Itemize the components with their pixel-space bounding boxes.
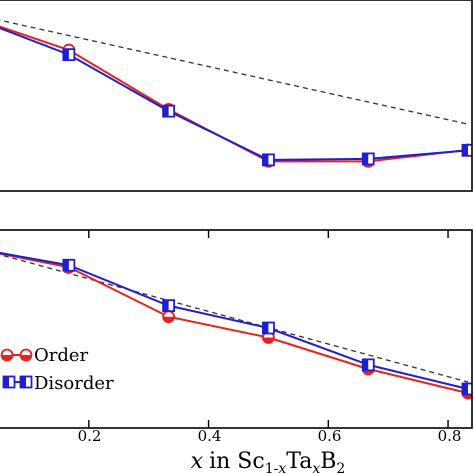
plot-area <box>0 19 472 168</box>
legend-marker-disorder-left <box>2 375 16 389</box>
legend-marker-order-right <box>19 348 33 362</box>
point-disorder-5 <box>461 143 472 157</box>
x-tick-labels: 0.2 0.4 0.6 0.8 <box>78 427 462 445</box>
x-tick-label-1: 0.4 <box>198 427 222 445</box>
panel-frame <box>0 229 473 429</box>
top-panel <box>0 0 473 192</box>
point-disorder-5 <box>461 382 472 396</box>
series-line-order <box>0 25 469 163</box>
xlabel-x: x <box>191 449 204 474</box>
series-line-disorder <box>0 251 469 390</box>
x-tick-label-2: 0.6 <box>318 427 342 445</box>
point-disorder-2 <box>162 299 176 313</box>
x-tick-label-3: 0.8 <box>438 427 462 445</box>
legend-label-order: Order <box>34 345 89 366</box>
x-axis-label: x in Sc1-xTaxB2 <box>191 449 346 474</box>
series-line-order <box>0 252 469 395</box>
legend-marker-disorder <box>2 375 33 389</box>
xlabel-sub1-x: x <box>278 461 286 474</box>
point-disorder-1 <box>62 258 76 272</box>
point-disorder-2 <box>162 104 176 118</box>
legend-marker-order-left <box>0 348 14 362</box>
point-order-2 <box>162 310 176 324</box>
legend-marker-disorder-right <box>19 375 33 389</box>
series-line-disorder <box>0 27 469 161</box>
legend-label-disorder: Disorder <box>34 373 114 394</box>
legend-marker-order <box>0 348 33 362</box>
reference-line <box>0 19 469 125</box>
point-disorder-1 <box>62 48 76 62</box>
point-disorder-3 <box>262 321 275 335</box>
xlabel-sub2-x: x <box>312 461 320 474</box>
xlabel-sub3: 2 <box>336 461 345 474</box>
point-disorder-4 <box>361 152 375 166</box>
x-tick-label-0: 0.2 <box>78 427 102 445</box>
xlabel-sub1: 1- <box>265 461 279 474</box>
xlabel-ta: Ta <box>286 449 312 474</box>
xlabel-b: B <box>320 449 336 474</box>
bottom-panel <box>0 229 473 429</box>
point-disorder-4 <box>361 358 375 372</box>
point-disorder-3 <box>262 153 275 167</box>
plot-area <box>0 251 472 400</box>
xlabel-in-sc: in Sc <box>209 449 265 474</box>
legend: Order Disorder <box>0 345 114 394</box>
panel-frame <box>0 0 473 192</box>
